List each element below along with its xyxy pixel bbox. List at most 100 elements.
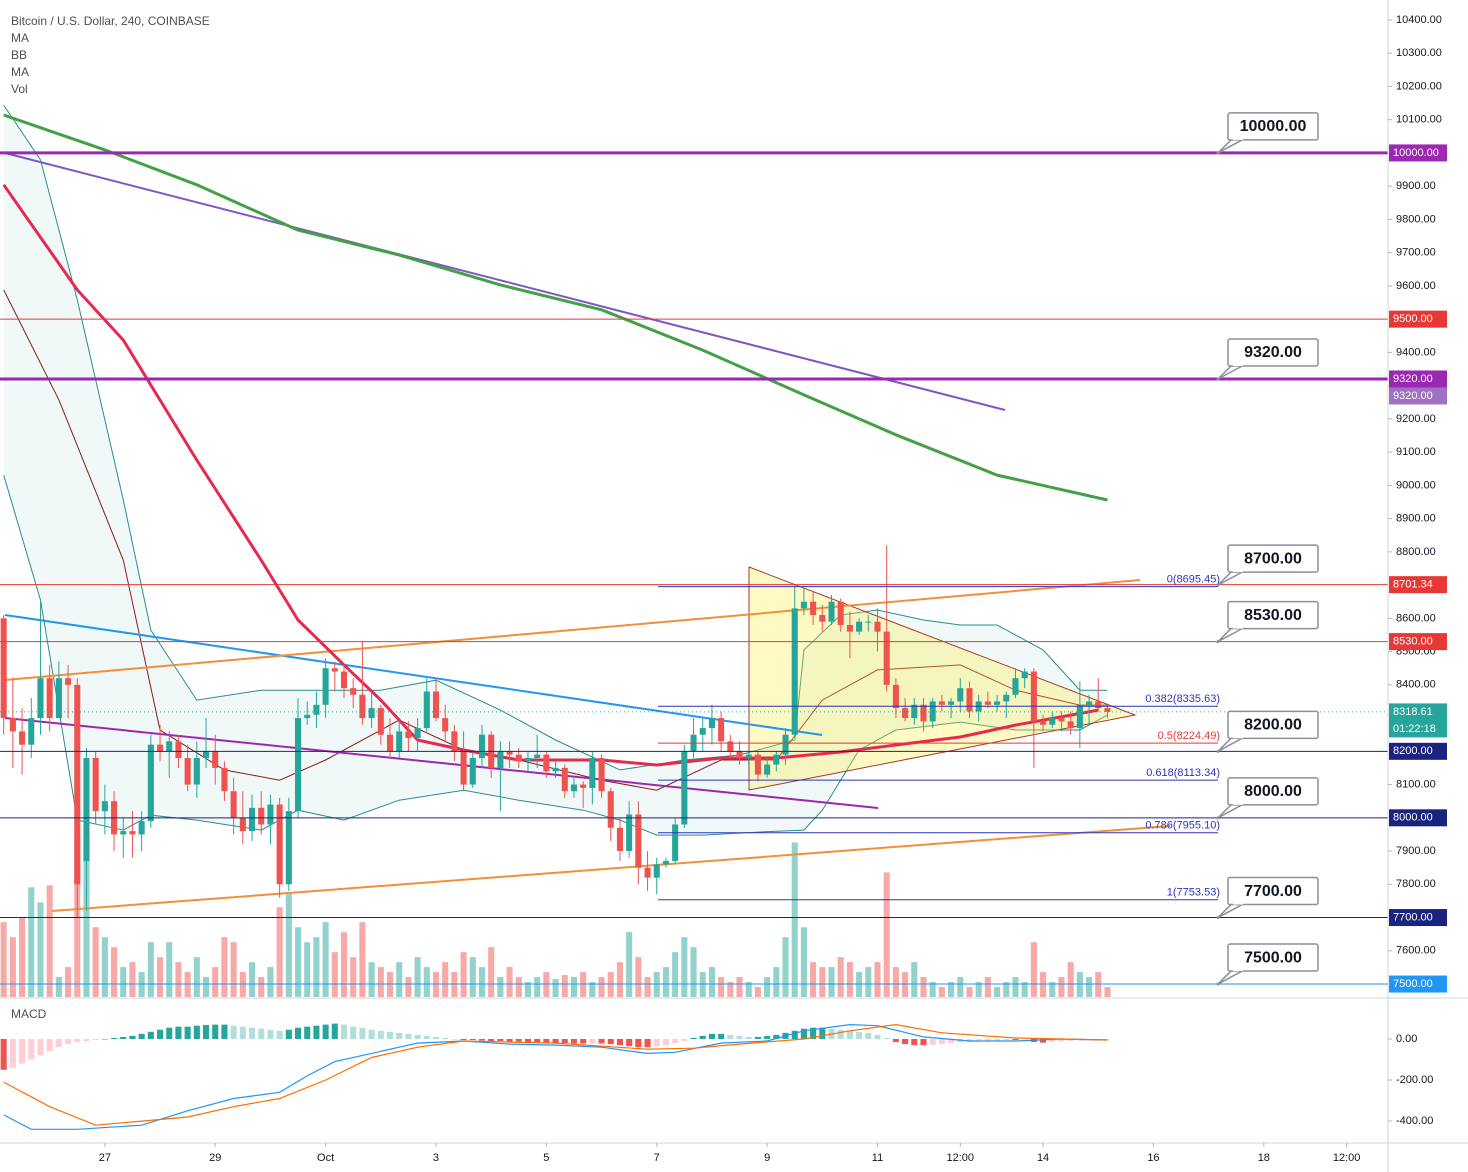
volume-bar xyxy=(644,977,651,997)
volume-bar xyxy=(745,982,752,997)
volume-bar xyxy=(856,972,863,997)
macd-histogram-bar xyxy=(46,1038,53,1052)
candle-body xyxy=(819,615,826,622)
volume-bar xyxy=(994,987,1001,997)
y-tick-label: 10100.00 xyxy=(1396,114,1442,126)
macd-histogram-bar xyxy=(791,1030,798,1039)
macd-histogram-bar xyxy=(313,1025,320,1039)
callout-anchor xyxy=(1216,640,1220,644)
macd-histogram-bar xyxy=(322,1024,329,1039)
volume-bar xyxy=(147,942,154,997)
macd-histogram-bar xyxy=(0,1038,7,1070)
y-tick-label: 9900.00 xyxy=(1396,180,1436,192)
macd-histogram-bar xyxy=(120,1036,127,1039)
candle-body xyxy=(534,754,541,758)
candle-body xyxy=(773,754,780,765)
x-tick-label: 18 xyxy=(1258,1152,1270,1164)
macd-histogram-bar xyxy=(1040,1038,1047,1043)
macd-histogram-bar xyxy=(589,1038,596,1044)
candle-body xyxy=(248,807,256,832)
macd-tick-label: -400.00 xyxy=(1396,1115,1433,1127)
volume-layer xyxy=(0,837,1111,997)
macd-histogram-bar xyxy=(212,1024,219,1039)
volume-bar xyxy=(681,937,688,997)
macd-histogram-bar xyxy=(718,1033,725,1039)
volume-bar xyxy=(239,972,246,997)
countdown-label: 01:22:18 xyxy=(1393,723,1436,735)
fibonacci-layer: 0(8695.45) 0.382(8335.63) 0.5(8224.49) 0.61… xyxy=(658,574,1220,901)
macd-histogram-bar xyxy=(736,1035,743,1039)
macd-histogram-bar xyxy=(681,1038,688,1042)
macd-histogram-bar xyxy=(267,1029,274,1039)
candle-body xyxy=(469,757,476,785)
y-tick-label: 8100.00 xyxy=(1396,778,1436,790)
price-level-box xyxy=(1389,742,1447,760)
candle-body xyxy=(598,757,605,792)
candle-body xyxy=(902,708,909,719)
candle-body xyxy=(386,734,394,752)
callout-anchor xyxy=(1216,583,1220,587)
price-level-box xyxy=(1389,576,1447,594)
volume-bar xyxy=(359,922,366,997)
candle-body xyxy=(37,678,44,719)
callout-box xyxy=(1227,338,1319,367)
volume-bar xyxy=(377,967,384,997)
price-level-label: 8200.00 xyxy=(1393,745,1433,757)
indicator-label: MA xyxy=(11,31,29,45)
bb-upper xyxy=(3,104,1108,771)
bb-fill xyxy=(3,105,1108,836)
volume-bar xyxy=(1003,982,1010,997)
macd-histogram-bar xyxy=(911,1038,918,1046)
callout-seam xyxy=(1233,968,1243,972)
volume-bar xyxy=(46,885,53,997)
volume-bar xyxy=(175,962,182,997)
candle-body xyxy=(193,757,200,785)
volume-bar xyxy=(736,977,743,997)
callout-box xyxy=(1227,876,1319,906)
volume-bar xyxy=(340,932,348,997)
macd-histogram-bar xyxy=(506,1038,513,1042)
volume-bar xyxy=(616,962,623,997)
volume-bar xyxy=(414,957,421,997)
macd-histogram-bar xyxy=(570,1038,577,1044)
macd-histogram-bar xyxy=(810,1027,817,1039)
macd-histogram-bar xyxy=(230,1025,237,1039)
volume-bar xyxy=(948,982,955,997)
macd-histogram-bar xyxy=(460,1038,467,1041)
y-tick-label: 8600.00 xyxy=(1396,612,1436,624)
y-tick-label: 10400.00 xyxy=(1396,14,1442,26)
candle-body xyxy=(460,751,467,785)
volume-bar xyxy=(432,972,440,997)
volume-bar xyxy=(497,977,504,997)
y-tick-label: 9400.00 xyxy=(1396,346,1436,358)
price-level-label: 9320.00 xyxy=(1393,373,1433,385)
chart-title: Bitcoin / U.S. Dollar, 240, COINBASE xyxy=(11,14,210,28)
candle-body xyxy=(626,814,633,852)
candle-body xyxy=(19,731,26,745)
candle-body xyxy=(276,804,283,885)
volume-bar xyxy=(690,947,697,997)
moving-average xyxy=(3,113,1108,502)
callout-label: 7500.00 xyxy=(1244,949,1302,966)
price-level-label: 8000.00 xyxy=(1393,812,1433,824)
macd-histogram-bar xyxy=(1104,1038,1111,1040)
macd-histogram-bar xyxy=(616,1038,623,1046)
macd-histogram-bar xyxy=(883,1037,890,1039)
volume-bar xyxy=(828,967,835,997)
macd-histogram-bar xyxy=(248,1027,256,1039)
volume-bar xyxy=(221,937,228,997)
macd-histogram-bar xyxy=(368,1029,375,1039)
volume-bar xyxy=(1067,962,1074,997)
candle-body xyxy=(920,704,927,722)
candle-body xyxy=(46,678,53,719)
volume-bar xyxy=(285,892,292,997)
volume-bar xyxy=(791,842,798,997)
macd-histogram-bar xyxy=(975,1038,982,1042)
candle-body xyxy=(736,751,743,758)
y-tick-label: 9600.00 xyxy=(1396,280,1436,292)
price-level-label: 7500.00 xyxy=(1393,978,1433,990)
trend-line xyxy=(51,825,1171,912)
candle-body xyxy=(120,831,127,835)
volume-bar xyxy=(810,962,817,997)
